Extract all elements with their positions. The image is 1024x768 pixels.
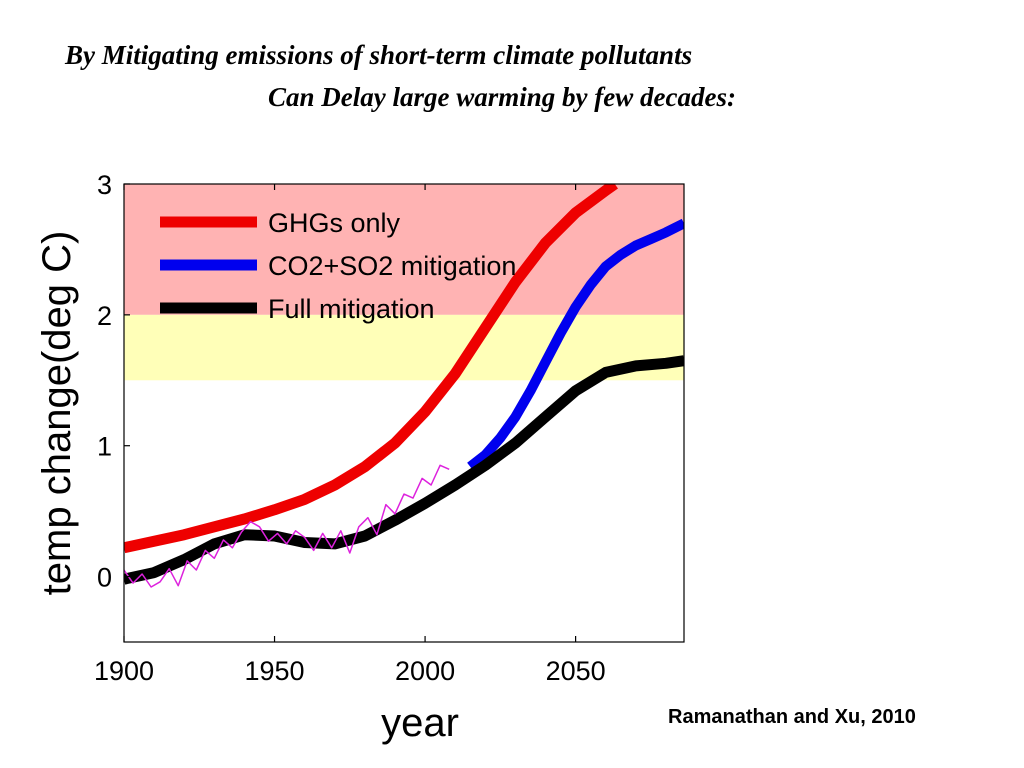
y-tick-label-1: 1 (97, 432, 112, 462)
series-line-full-mitigation (124, 355, 684, 585)
slide-title-line-1: By Mitigating emissions of short-term cl… (65, 40, 693, 70)
y-tick-label-3: 3 (97, 170, 112, 200)
legend-label-ghgs-only: GHGs only (268, 208, 401, 238)
y-tick-label-2: 2 (97, 301, 112, 331)
legend-label-full-mitigation: Full mitigation (268, 294, 435, 324)
threshold-band-1 (124, 314, 684, 381)
x-axis-label: year (381, 701, 459, 745)
slide-title-line-2: Can Delay large warming by few decades: (268, 82, 736, 112)
temperature-chart: GHGs only CO2+SO2 mitigation Full mitigati… (35, 170, 685, 745)
y-tick-label-0: 0 (97, 563, 112, 593)
x-tick-label-1900: 1900 (94, 656, 154, 686)
x-tick-label-2050: 2050 (546, 656, 606, 686)
series-line-observed-temperature (124, 464, 450, 588)
source-credit: Ramanathan and Xu, 2010 (668, 706, 916, 728)
y-axis-label: temp change(deg C) (35, 231, 79, 596)
series-line-co2-so2-mitigation (467, 218, 684, 471)
series-line-ghgs-only (124, 184, 618, 554)
x-tick-label-2000: 2000 (395, 656, 455, 686)
x-tick-label-1950: 1950 (244, 656, 304, 686)
legend-label-co2-so2-mitigation: CO2+SO2 mitigation (268, 251, 516, 281)
plot-area-frame (123, 183, 685, 643)
